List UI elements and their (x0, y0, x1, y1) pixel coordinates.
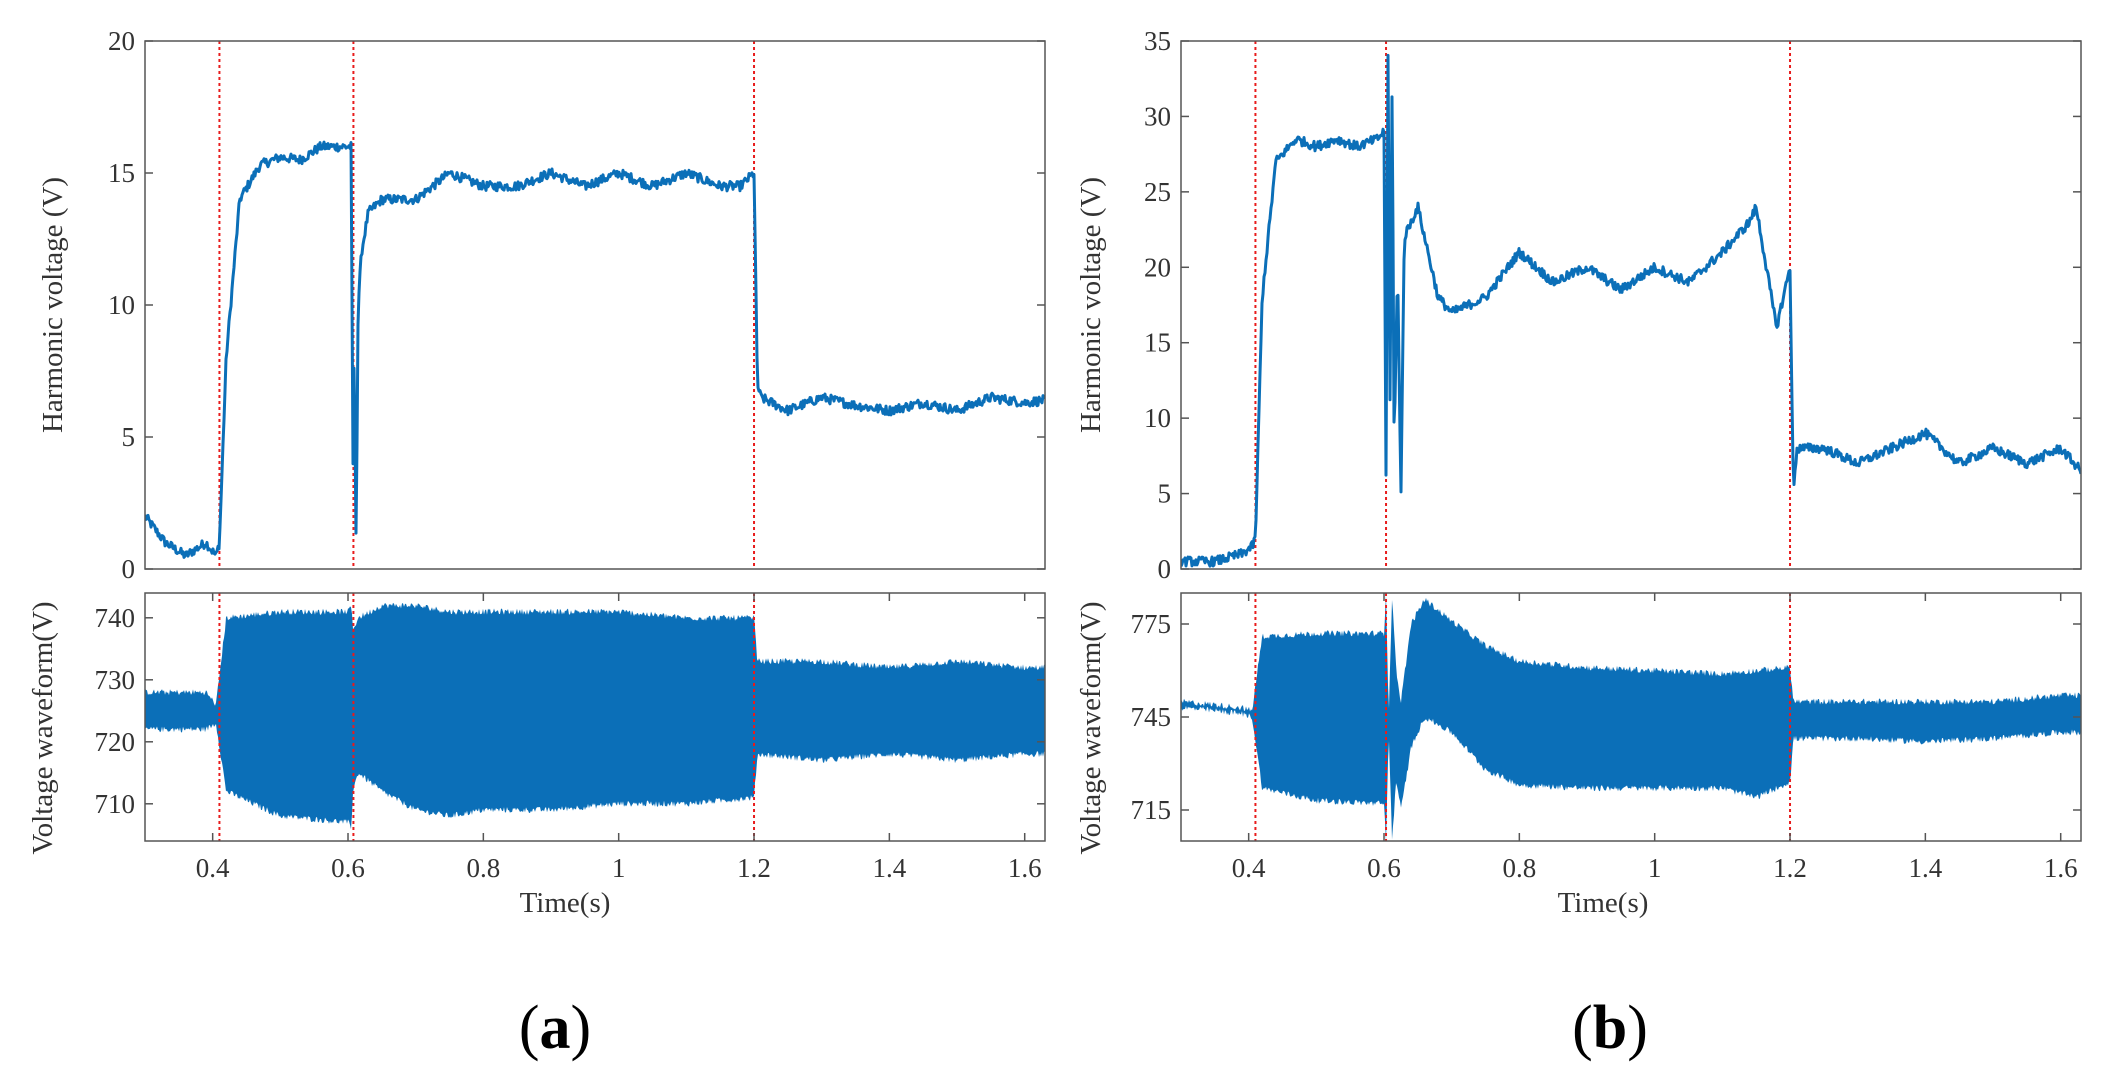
ylabel-waveform-a: Voltage waveform(V) (27, 601, 59, 854)
xtick-label: 0.4 (1232, 853, 1266, 883)
voltage-waveform-band-a (145, 602, 1045, 830)
xtick-label: 1.6 (1008, 853, 1042, 883)
ytick-label: 10 (1144, 403, 1171, 433)
ytick-label: 720 (95, 727, 136, 757)
ytick-label: 5 (122, 422, 136, 452)
ytick-label: 730 (95, 665, 136, 695)
plot-frame-a-bottom (144, 592, 1046, 842)
ytick-label: 0 (1158, 554, 1172, 584)
xtick-label: 1 (612, 853, 626, 883)
harmonic-voltage-plot-b: 0 5 10 15 20 25 30 35 Harmonic voltage (V) (1075, 26, 2082, 584)
ytick-label: 15 (1144, 328, 1171, 358)
xtick-label: 0.8 (466, 853, 500, 883)
harmonic-voltage-plot-a: 0 5 10 15 20 Harmonic voltage (V) (37, 26, 1046, 584)
ytick-label: 745 (1131, 702, 1172, 732)
ytick-label: 20 (1144, 252, 1171, 282)
panel-letter-a: a (540, 994, 571, 1062)
harmonic-voltage-line-b (1181, 53, 2081, 568)
xlabel-time-b: Time(s) (1558, 887, 1649, 919)
harmonic-voltage-line-a (145, 140, 1045, 559)
ylabel-waveform-b: Voltage waveform(V) (1075, 601, 1107, 854)
xtick-label: 0.6 (1367, 853, 1401, 883)
ytick-label: 10 (108, 290, 135, 320)
xlabel-time-a: Time(s) (520, 887, 611, 919)
ytick-label: 740 (95, 603, 136, 633)
voltage-waveform-plot-b: 715 745 775 0.4 0.6 0.8 1 1.2 1.4 1.6 Voltage wa… (1075, 592, 2082, 919)
xtick-label: 1.4 (1908, 853, 1942, 883)
ytick-label: 775 (1131, 609, 1172, 639)
panel-label-b: (b) (1572, 994, 1648, 1062)
ytick-label: 715 (1131, 795, 1172, 825)
ytick-label: 25 (1144, 177, 1171, 207)
ytick-label: 5 (1158, 479, 1172, 509)
xtick-label: 1.6 (2044, 853, 2078, 883)
voltage-waveform-band-b (1181, 595, 2081, 841)
xtick-label: 1 (1648, 853, 1662, 883)
plot-frame-a-top (144, 40, 1046, 570)
ytick-label: 0 (122, 554, 136, 584)
panel-letter-b: b (1593, 994, 1627, 1062)
ylabel-harmonic-a: Harmonic voltage (V) (37, 177, 69, 433)
xtick-label: 0.4 (196, 853, 230, 883)
xtick-label: 1.2 (1773, 853, 1807, 883)
panel-label-a: (a) (519, 994, 591, 1062)
xtick-label: 0.6 (331, 853, 365, 883)
ylabel-harmonic-b: Harmonic voltage (V) (1075, 177, 1107, 433)
xtick-label: 1.4 (872, 853, 906, 883)
ytick-label: 30 (1144, 101, 1171, 131)
xtick-label: 0.8 (1502, 853, 1536, 883)
ytick-label: 710 (95, 789, 136, 819)
ytick-label: 15 (108, 158, 135, 188)
ytick-label: 35 (1144, 26, 1171, 56)
xtick-label: 1.2 (737, 853, 771, 883)
ytick-label: 20 (108, 26, 135, 56)
voltage-waveform-plot-a: 710 720 730 740 0.4 0.6 0.8 1 1.2 1.4 1.6 Voltage… (27, 592, 1046, 919)
plot-frame-b-top (1180, 40, 2082, 570)
